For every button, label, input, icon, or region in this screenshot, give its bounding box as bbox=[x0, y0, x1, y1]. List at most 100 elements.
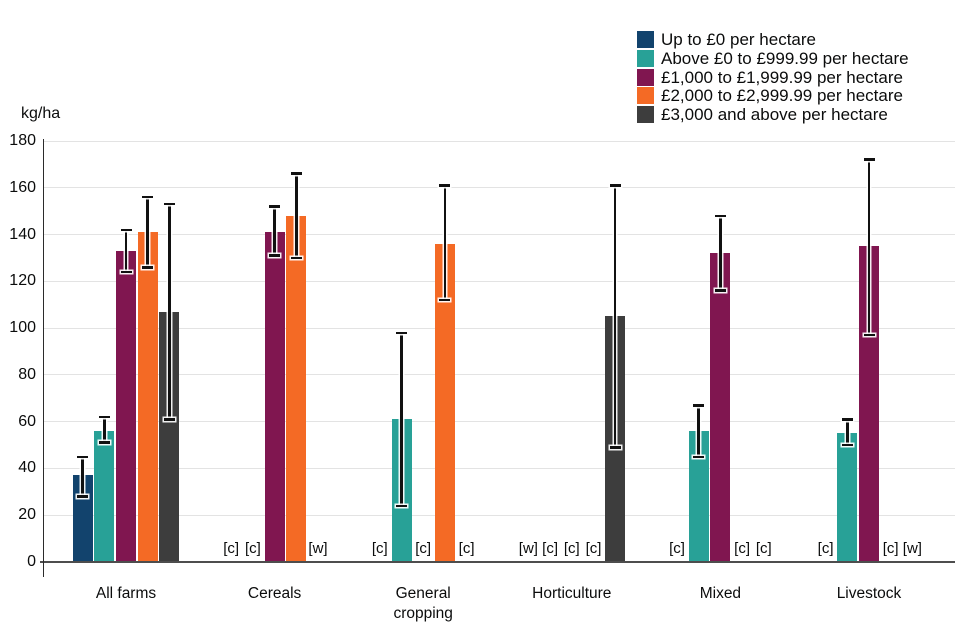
error-bar-cap-bottom bbox=[609, 446, 621, 449]
error-bar-line bbox=[443, 185, 447, 301]
suppressed-value-label: [c] bbox=[415, 540, 432, 557]
bar bbox=[286, 215, 307, 562]
error-bar-line bbox=[400, 332, 403, 506]
legend-label: £3,000 and above per hectare bbox=[661, 105, 888, 125]
error-bar-cap-top bbox=[439, 184, 451, 187]
error-bar-cap-bottom bbox=[863, 333, 875, 337]
legend-item: £1,000 to £1,999.99 per hectare bbox=[637, 67, 909, 87]
error-bar-cap-top bbox=[269, 205, 281, 208]
error-bar-cap-bottom bbox=[77, 495, 89, 498]
y-tick-label: 100 bbox=[9, 319, 36, 337]
suppressed-value-label: [c] bbox=[563, 540, 580, 557]
bar bbox=[837, 433, 858, 562]
error-bar-cap-bottom bbox=[290, 256, 302, 260]
x-axis-category-label: Livestock bbox=[836, 585, 902, 602]
y-tick-label: 60 bbox=[18, 412, 36, 430]
error-bar-cap-top bbox=[396, 331, 407, 335]
legend-item: Up to £0 per hectare bbox=[637, 31, 909, 48]
gridline bbox=[43, 234, 955, 236]
y-tick-label: 40 bbox=[18, 459, 36, 477]
suppressed-value-label: [w] bbox=[518, 540, 538, 557]
error-bar-cap-top bbox=[609, 184, 621, 187]
error-bar-cap-bottom bbox=[439, 298, 451, 302]
x-axis-category-label: Horticulture bbox=[532, 585, 612, 602]
error-bar-line bbox=[81, 456, 84, 497]
error-bar-cap-top bbox=[98, 415, 110, 419]
x-axis-category-label: Mixed bbox=[699, 585, 742, 602]
error-bar-cap-top bbox=[142, 195, 154, 199]
suppressed-value-label: [c] bbox=[669, 540, 685, 557]
legend-label: £2,000 to £2,999.99 per hectare bbox=[661, 86, 903, 106]
bar bbox=[137, 232, 158, 562]
error-bar-cap-top bbox=[841, 418, 853, 421]
suppressed-value-label: [c] bbox=[882, 540, 899, 557]
suppressed-value-label: [c] bbox=[223, 540, 240, 557]
bar bbox=[116, 250, 136, 562]
error-bar-line bbox=[846, 419, 849, 446]
legend-item: Above £0 to £999.99 per hectare bbox=[637, 48, 909, 68]
error-bar-cap-bottom bbox=[142, 266, 154, 269]
legend-label: Up to £0 per hectare bbox=[661, 30, 816, 49]
suppressed-value-label: [c] bbox=[542, 540, 559, 557]
error-bar-line bbox=[867, 159, 871, 336]
legend-swatch-icon bbox=[637, 87, 654, 105]
gridline bbox=[43, 374, 955, 376]
bar bbox=[688, 431, 709, 562]
error-bar-cap-top bbox=[693, 404, 705, 407]
error-bar-line bbox=[697, 405, 700, 457]
y-tick-label: 180 bbox=[9, 132, 36, 149]
gridline bbox=[43, 327, 955, 329]
legend-item: £2,000 to £2,999.99 per hectare bbox=[637, 86, 909, 106]
error-bar-cap-bottom bbox=[693, 455, 705, 458]
gridline bbox=[43, 187, 955, 189]
bar bbox=[434, 243, 455, 562]
suppressed-value-label: [c] bbox=[817, 540, 834, 557]
error-bar-cap-top bbox=[863, 158, 875, 161]
error-bar-line bbox=[273, 206, 276, 256]
error-bar-cap-bottom bbox=[396, 504, 407, 508]
suppressed-value-label: [c] bbox=[371, 540, 388, 557]
x-axis-category-label: Cereals bbox=[247, 585, 302, 602]
x-axis-line bbox=[40, 561, 955, 563]
error-bar-cap-bottom bbox=[120, 270, 132, 274]
bar bbox=[159, 311, 180, 562]
error-bar-line bbox=[168, 204, 171, 420]
legend-item: £3,000 and above per hectare bbox=[637, 105, 909, 125]
x-axis-category-label: All farms bbox=[95, 585, 157, 602]
error-bar-cap-top bbox=[120, 228, 132, 232]
bar bbox=[94, 431, 115, 562]
y-tick-label: 140 bbox=[9, 225, 36, 243]
x-axis-category-label: General cropping bbox=[393, 585, 453, 622]
suppressed-value-label: [w] bbox=[902, 540, 922, 557]
suppressed-value-label: [c] bbox=[244, 540, 261, 557]
y-axis-unit-label: kg/ha bbox=[21, 105, 61, 122]
suppressed-value-label: [w] bbox=[308, 540, 328, 557]
bar bbox=[710, 253, 731, 562]
error-bar-cap-bottom bbox=[98, 441, 110, 444]
error-bar-cap-bottom bbox=[841, 443, 853, 447]
y-tick-label: 80 bbox=[18, 365, 36, 383]
y-tick-label: 20 bbox=[18, 506, 36, 524]
error-bar-cap-top bbox=[290, 172, 302, 175]
error-bar-line bbox=[146, 197, 149, 268]
bar bbox=[859, 246, 879, 562]
legend-swatch-icon bbox=[637, 68, 654, 86]
suppressed-value-label: [c] bbox=[585, 540, 602, 557]
y-axis-line bbox=[42, 139, 44, 577]
legend-swatch-icon bbox=[637, 106, 654, 124]
y-tick-label: 0 bbox=[27, 553, 36, 570]
error-bar-cap-bottom bbox=[714, 289, 726, 292]
error-bar-cap-bottom bbox=[269, 254, 281, 257]
legend-label: £1,000 to £1,999.99 per hectare bbox=[661, 67, 903, 87]
error-bar-line bbox=[103, 416, 106, 443]
gridline bbox=[43, 140, 955, 142]
error-bar-cap-bottom bbox=[163, 418, 175, 421]
gridline bbox=[43, 280, 955, 282]
y-tick-label: 160 bbox=[9, 178, 36, 196]
suppressed-value-label: [c] bbox=[755, 540, 772, 557]
legend-label: Above £0 to £999.99 per hectare bbox=[661, 48, 909, 68]
y-tick-label: 120 bbox=[9, 272, 36, 290]
chart-legend: Up to £0 per hectare Above £0 to £999.99 … bbox=[637, 31, 909, 125]
gridline bbox=[43, 467, 955, 469]
